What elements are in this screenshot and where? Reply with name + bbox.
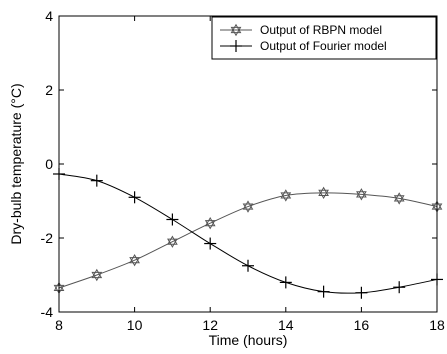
y-tick-label: -4: [41, 304, 54, 320]
legend-swatch-marker: [230, 40, 242, 52]
y-axis-label: Dry-bulb temperature (°C): [8, 83, 24, 244]
series-2-point: [90, 174, 103, 187]
series-2-point: [355, 286, 368, 299]
series-2-point: [317, 285, 330, 298]
y-tick-label: 4: [45, 8, 53, 24]
legend-swatch-marker: [230, 23, 242, 37]
series-1-point: [318, 186, 329, 200]
series-1-point: [129, 253, 140, 267]
legend-entry: Output of Fourier model: [220, 39, 387, 53]
series-1-point: [280, 189, 292, 202]
legend-entry: Output of RBPN model: [220, 23, 382, 37]
series-1-point: [204, 216, 216, 230]
x-tick-label: 10: [127, 317, 143, 333]
series-1-line: [58, 192, 438, 289]
x-tick-label: 16: [354, 317, 370, 333]
y-tick-label: -2: [41, 230, 54, 246]
series-2-point: [204, 237, 217, 250]
series-2-point: [393, 281, 406, 294]
x-axis-label: Time (hours): [209, 332, 288, 348]
series-2-point: [279, 276, 292, 289]
y-tick-label: 0: [45, 156, 53, 172]
legend-box: [211, 16, 437, 60]
series-1-point: [242, 200, 254, 213]
legend-label: Output of Fourier model: [260, 39, 387, 53]
legend-label: Output of RBPN model: [260, 23, 382, 37]
series-2-point: [166, 213, 179, 226]
series-1-point: [393, 192, 405, 205]
series-2-point: [242, 259, 254, 272]
x-tick-label: 8: [55, 317, 63, 333]
series-2-point: [128, 191, 141, 204]
x-tick-label: 18: [429, 317, 445, 333]
x-tick-label: 12: [202, 317, 218, 333]
series-layer: [53, 167, 443, 299]
y-tick-label: 2: [45, 82, 53, 98]
series-1-point: [91, 268, 103, 282]
x-tick-label: 14: [278, 317, 294, 333]
legend: Output of RBPN model Output of Fourier mo…: [211, 16, 437, 60]
ticks-layer: 8 10 12 14 16 18 -4 -2 0 2 4: [41, 8, 445, 333]
series-1-point: [167, 235, 178, 248]
series-1-point: [356, 188, 367, 201]
